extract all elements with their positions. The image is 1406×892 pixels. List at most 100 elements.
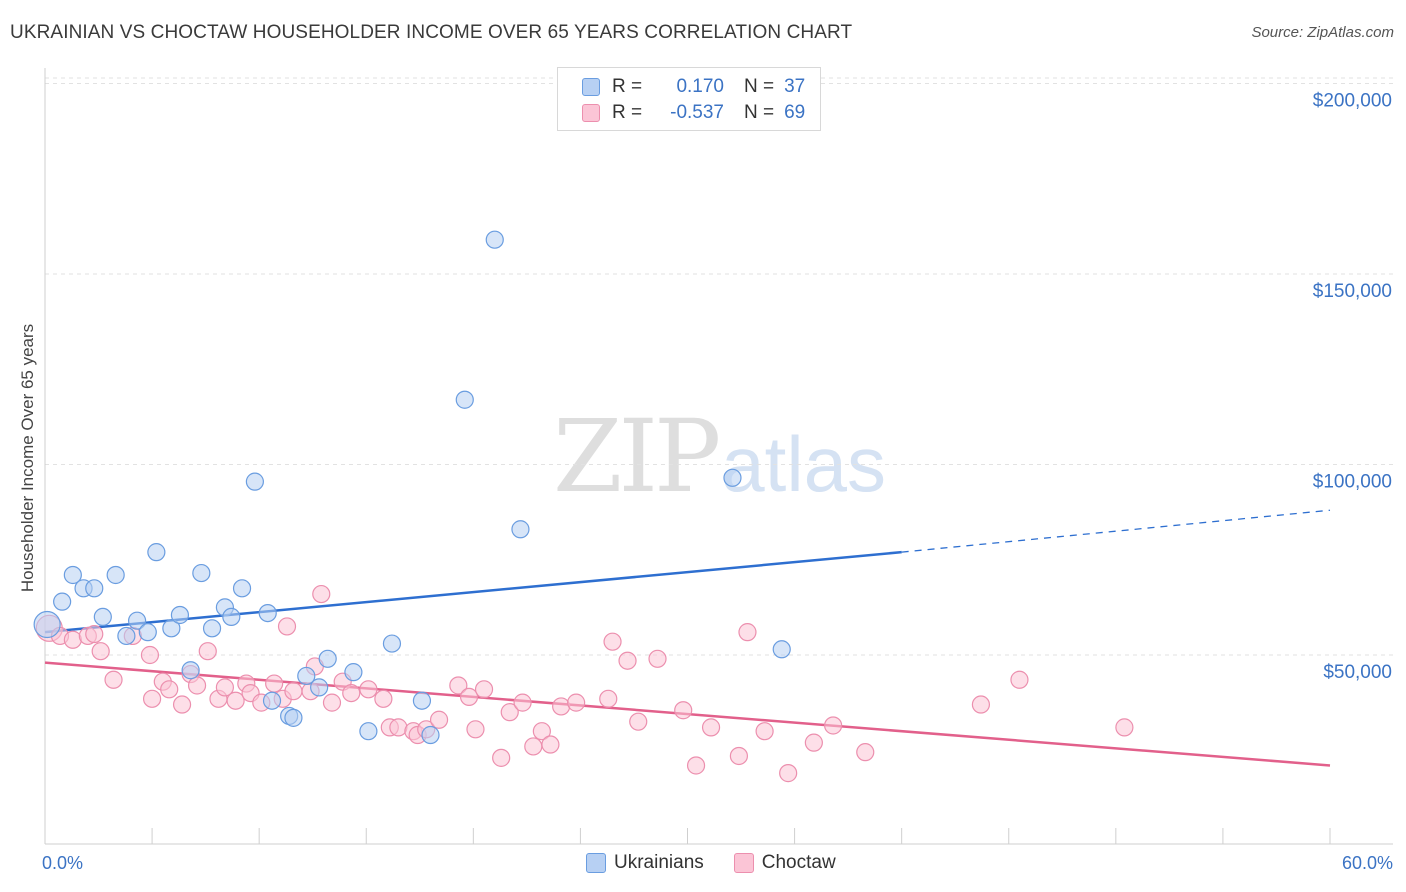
legend-swatch-choctaw [582, 104, 600, 122]
point-ukrainians [138, 623, 157, 642]
point-ukrainians [170, 605, 190, 625]
point-choctaw [567, 693, 586, 712]
point-ukrainians [162, 619, 181, 638]
point-ukrainians [63, 565, 82, 585]
bottom-legend-swatch-choctaw [733, 853, 754, 873]
legend-r-label: R = [612, 102, 643, 123]
chart-title: UKRAINIAN VS CHOCTAW HOUSEHOLDER INCOME … [10, 22, 853, 43]
point-choctaw [524, 737, 543, 756]
point-ukrainians [772, 640, 791, 659]
point-choctaw [466, 720, 485, 739]
point-ukrainians [455, 390, 474, 409]
point-ukrainians [382, 634, 402, 653]
point-choctaw [603, 632, 622, 651]
legend-row-ukrainians: R = 0.170 N = 37 [582, 75, 805, 99]
point-ukrainians [297, 666, 316, 686]
point-ukrainians [344, 663, 363, 682]
point-choctaw [226, 691, 245, 710]
point-ukrainians [181, 661, 200, 680]
point-choctaw [971, 695, 991, 714]
legend: R = 0.170 N = 37 R = -0.537 N = 69 [557, 67, 821, 131]
trend-line-ukrainians-extension [901, 509, 1331, 553]
point-choctaw [140, 645, 160, 665]
point-choctaw [824, 716, 843, 735]
point-choctaw [187, 676, 207, 695]
point-ukrainians [127, 611, 147, 630]
legend-n-value: 69 [784, 102, 806, 123]
legend-r-label: R = [612, 76, 643, 97]
point-choctaw [277, 617, 297, 636]
point-choctaw [374, 689, 393, 708]
point-choctaw [686, 756, 706, 775]
point-choctaw [599, 689, 618, 708]
point-choctaw [738, 623, 757, 642]
source-label: Source: ZipAtlas.com [1251, 24, 1394, 41]
legend-n-label: N = [744, 102, 775, 123]
bottom-legend: Ukrainians Choctaw [586, 852, 866, 874]
point-choctaw [552, 697, 571, 716]
point-choctaw [729, 746, 749, 766]
axes [44, 68, 1393, 845]
point-ukrainians [412, 691, 432, 710]
legend-n-label: N = [744, 76, 775, 97]
point-ukrainians [421, 725, 440, 745]
point-ukrainians [232, 579, 252, 598]
point-ukrainians [284, 708, 303, 727]
point-choctaw [322, 693, 342, 712]
point-ukrainians [192, 563, 211, 583]
point-choctaw [474, 680, 494, 699]
point-choctaw [142, 689, 162, 708]
point-choctaw [618, 651, 637, 670]
point-choctaw [804, 733, 823, 752]
x-tick-label-min: 0.0% [42, 853, 83, 873]
point-choctaw [500, 703, 519, 722]
point-ukrainians [310, 678, 329, 697]
watermark-atlas: atlas [721, 420, 887, 508]
point-choctaw [459, 687, 479, 707]
point-choctaw [1115, 718, 1134, 737]
point-ukrainians [359, 722, 378, 741]
bottom-legend-ukrainians: Ukrainians [586, 852, 704, 874]
y-tick-label: $200,000 [1313, 91, 1392, 112]
watermark: ZIPatlas [553, 398, 886, 515]
point-choctaw [284, 682, 303, 701]
point-ukrainians [33, 610, 61, 639]
legend-n-value: 37 [784, 76, 806, 97]
point-ukrainians [222, 607, 241, 627]
point-ukrainians [147, 543, 166, 562]
point-ukrainians [262, 691, 282, 710]
point-choctaw [63, 630, 82, 649]
point-choctaw [648, 649, 667, 668]
point-choctaw [779, 764, 798, 783]
point-ukrainians [318, 649, 337, 668]
point-choctaw [172, 695, 192, 714]
point-ukrainians [511, 520, 530, 539]
point-choctaw [85, 624, 104, 644]
point-ukrainians [485, 230, 504, 249]
point-choctaw [265, 674, 284, 693]
legend-swatch-ukrainians [582, 78, 600, 96]
point-ukrainians [106, 565, 125, 585]
point-ukrainians [723, 468, 742, 487]
point-choctaw [198, 642, 217, 661]
point-choctaw [160, 680, 179, 699]
point-choctaw [429, 710, 449, 729]
point-choctaw [342, 683, 361, 703]
point-ukrainians [85, 579, 104, 598]
point-ukrainians [202, 619, 222, 638]
point-choctaw [104, 670, 123, 689]
y-tick-label: $50,000 [1323, 662, 1392, 683]
point-choctaw [215, 678, 234, 697]
point-choctaw [91, 642, 110, 661]
point-choctaw [629, 712, 648, 731]
point-ukrainians [258, 603, 277, 623]
y-tick-label: $100,000 [1313, 472, 1392, 493]
point-choctaw [532, 722, 551, 741]
point-ukrainians [93, 607, 112, 627]
point-choctaw [312, 584, 331, 604]
tick-labels: $50,000 $100,000 $150,000 $200,000 0.0% 60.0% [42, 91, 1393, 874]
point-choctaw [359, 680, 378, 699]
data-points [33, 230, 1134, 783]
y-tick-label: $150,000 [1313, 281, 1392, 302]
